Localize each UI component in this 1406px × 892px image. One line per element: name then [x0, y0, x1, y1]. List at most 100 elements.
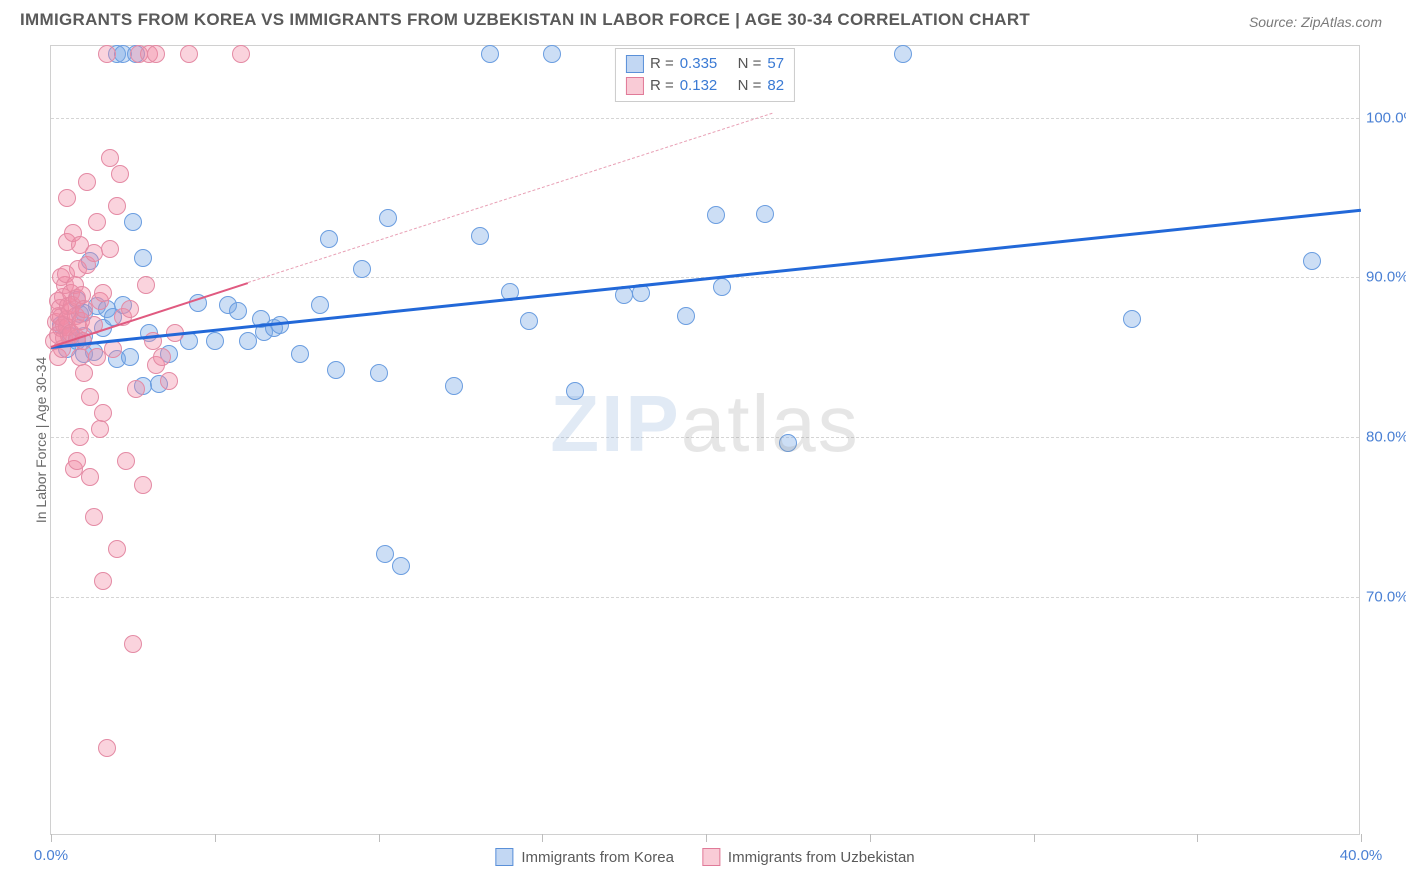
data-point-korea: [520, 312, 538, 330]
data-point-uzbekistan: [78, 173, 96, 191]
data-point-uzbekistan: [117, 452, 135, 470]
data-point-uzbekistan: [147, 45, 165, 63]
data-point-uzbekistan: [180, 45, 198, 63]
legend-item-korea: Immigrants from Korea: [495, 848, 674, 866]
data-point-uzbekistan: [94, 404, 112, 422]
source-credit: Source: ZipAtlas.com: [1249, 14, 1382, 30]
n-value-korea: 57: [767, 53, 784, 75]
data-point-uzbekistan: [68, 452, 86, 470]
data-point-korea: [1303, 252, 1321, 270]
y-tick-label: 100.0%: [1366, 109, 1406, 126]
gridline: [51, 597, 1359, 598]
y-tick-label: 90.0%: [1366, 269, 1406, 286]
data-point-korea: [229, 302, 247, 320]
x-tick: [1361, 834, 1362, 842]
r-label: R =: [650, 75, 674, 97]
data-point-uzbekistan: [75, 300, 93, 318]
data-point-uzbekistan: [85, 244, 103, 262]
trend-line: [51, 209, 1361, 349]
data-point-korea: [707, 206, 725, 224]
data-point-korea: [392, 557, 410, 575]
data-point-uzbekistan: [121, 300, 139, 318]
swatch-uzbekistan: [626, 77, 644, 95]
data-point-korea: [239, 332, 257, 350]
data-point-korea: [566, 382, 584, 400]
data-point-uzbekistan: [101, 149, 119, 167]
data-point-uzbekistan: [153, 348, 171, 366]
n-label: N =: [738, 75, 762, 97]
x-tick: [379, 834, 380, 842]
chart-title: IMMIGRANTS FROM KOREA VS IMMIGRANTS FROM…: [20, 10, 1030, 30]
data-point-korea: [471, 227, 489, 245]
data-point-korea: [121, 348, 139, 366]
data-point-uzbekistan: [71, 428, 89, 446]
x-tick: [870, 834, 871, 842]
x-tick-label: 0.0%: [34, 847, 68, 864]
data-point-uzbekistan: [91, 420, 109, 438]
legend-item-uzbekistan: Immigrants from Uzbekistan: [702, 848, 915, 866]
y-tick-label: 80.0%: [1366, 429, 1406, 446]
data-point-korea: [379, 209, 397, 227]
swatch-uzbekistan: [702, 848, 720, 866]
data-point-korea: [353, 260, 371, 278]
swatch-korea: [626, 55, 644, 73]
data-point-uzbekistan: [88, 213, 106, 231]
x-tick: [215, 834, 216, 842]
data-point-uzbekistan: [85, 508, 103, 526]
data-point-korea: [271, 316, 289, 334]
data-point-uzbekistan: [75, 364, 93, 382]
data-point-uzbekistan: [160, 372, 178, 390]
r-value-uzbekistan: 0.132: [680, 75, 718, 97]
n-value-uzbekistan: 82: [767, 75, 784, 97]
data-point-korea: [311, 296, 329, 314]
data-point-uzbekistan: [58, 189, 76, 207]
data-point-korea: [677, 307, 695, 325]
data-point-uzbekistan: [101, 240, 119, 258]
watermark: ZIPatlas: [550, 378, 859, 470]
x-tick: [1034, 834, 1035, 842]
data-point-uzbekistan: [104, 340, 122, 358]
gridline: [51, 437, 1359, 438]
data-point-uzbekistan: [111, 165, 129, 183]
data-point-korea: [894, 45, 912, 63]
data-point-korea: [779, 434, 797, 452]
data-point-uzbekistan: [98, 45, 116, 63]
data-point-korea: [370, 364, 388, 382]
y-axis-label: In Labor Force | Age 30-34: [33, 357, 49, 523]
data-point-korea: [327, 361, 345, 379]
data-point-uzbekistan: [94, 572, 112, 590]
data-point-korea: [713, 278, 731, 296]
data-point-korea: [376, 545, 394, 563]
legend-correlation-box: R = 0.335 N = 57 R = 0.132 N = 82: [615, 48, 795, 102]
trend-line-extension: [247, 113, 771, 283]
r-label: R =: [650, 53, 674, 75]
x-tick: [706, 834, 707, 842]
data-point-korea: [445, 377, 463, 395]
gridline: [51, 118, 1359, 119]
r-value-korea: 0.335: [680, 53, 718, 75]
data-point-korea: [756, 205, 774, 223]
legend-row-korea: R = 0.335 N = 57: [626, 53, 784, 75]
legend-label-korea: Immigrants from Korea: [521, 849, 674, 866]
legend-bottom: Immigrants from Korea Immigrants from Uz…: [495, 848, 914, 866]
n-label: N =: [738, 53, 762, 75]
data-point-uzbekistan: [137, 276, 155, 294]
swatch-korea: [495, 848, 513, 866]
x-tick-label: 40.0%: [1340, 847, 1383, 864]
data-point-korea: [124, 213, 142, 231]
watermark-thin: atlas: [681, 379, 860, 468]
legend-row-uzbekistan: R = 0.132 N = 82: [626, 75, 784, 97]
data-point-uzbekistan: [94, 284, 112, 302]
data-point-uzbekistan: [108, 197, 126, 215]
data-point-uzbekistan: [81, 388, 99, 406]
data-point-uzbekistan: [134, 476, 152, 494]
data-point-korea: [543, 45, 561, 63]
data-point-uzbekistan: [108, 540, 126, 558]
data-point-uzbekistan: [127, 380, 145, 398]
data-point-korea: [291, 345, 309, 363]
data-point-korea: [206, 332, 224, 350]
data-point-korea: [481, 45, 499, 63]
legend-label-uzbekistan: Immigrants from Uzbekistan: [728, 849, 915, 866]
x-tick: [1197, 834, 1198, 842]
scatter-plot-area: In Labor Force | Age 30-34 ZIPatlas R = …: [50, 45, 1360, 835]
